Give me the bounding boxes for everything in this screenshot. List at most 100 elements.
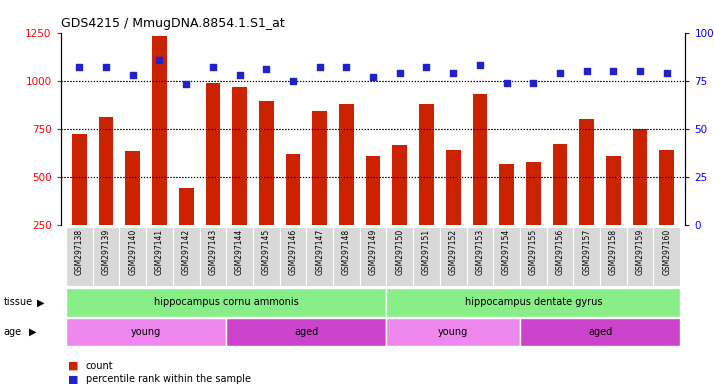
Point	[287, 78, 298, 84]
Text: GSM297152: GSM297152	[448, 229, 458, 275]
Text: young: young	[131, 327, 161, 337]
Text: GSM297147: GSM297147	[315, 229, 324, 275]
Text: hippocampus dentate gyrus: hippocampus dentate gyrus	[465, 297, 602, 308]
Bar	[633, 129, 648, 273]
Bar	[93, 227, 119, 286]
Text: GSM297138: GSM297138	[75, 229, 84, 275]
Bar	[660, 150, 674, 273]
Text: GSM297142: GSM297142	[181, 229, 191, 275]
Bar	[493, 227, 520, 286]
Text: GSM297160: GSM297160	[663, 229, 671, 275]
Bar	[419, 104, 434, 273]
Point	[634, 68, 645, 74]
Text: GSM297157: GSM297157	[582, 229, 591, 275]
Point	[421, 64, 432, 70]
Text: GSM297145: GSM297145	[262, 229, 271, 275]
Bar	[386, 227, 413, 286]
Text: ▶: ▶	[37, 297, 45, 308]
Text: GSM297153: GSM297153	[476, 229, 484, 275]
Text: GSM297146: GSM297146	[288, 229, 298, 275]
Text: percentile rank within the sample: percentile rank within the sample	[86, 374, 251, 384]
Bar	[600, 227, 627, 286]
Text: GSM297148: GSM297148	[342, 229, 351, 275]
Text: GSM297150: GSM297150	[396, 229, 404, 275]
Bar	[499, 164, 514, 273]
Text: GSM297154: GSM297154	[502, 229, 511, 275]
Text: ■: ■	[68, 361, 79, 371]
Bar	[606, 157, 620, 273]
Bar	[280, 227, 306, 286]
Text: young: young	[438, 327, 468, 337]
Text: count: count	[86, 361, 114, 371]
Bar	[66, 288, 386, 317]
Bar	[259, 101, 273, 273]
Bar	[66, 318, 226, 346]
Bar	[553, 144, 568, 273]
Bar	[226, 318, 386, 346]
Point	[341, 64, 352, 70]
Bar	[627, 227, 653, 286]
Bar	[306, 227, 333, 286]
Bar	[386, 318, 520, 346]
Text: GSM297139: GSM297139	[101, 229, 111, 275]
Bar	[339, 104, 353, 273]
Bar	[579, 119, 594, 273]
Bar	[573, 227, 600, 286]
Text: aged: aged	[294, 327, 318, 337]
Point	[474, 62, 486, 68]
Bar	[446, 150, 461, 273]
Point	[101, 64, 112, 70]
Bar	[520, 227, 547, 286]
Bar	[152, 36, 167, 273]
Text: aged: aged	[588, 327, 612, 337]
Bar	[312, 111, 327, 273]
Bar	[146, 227, 173, 286]
Text: GSM297155: GSM297155	[529, 229, 538, 275]
Point	[207, 64, 218, 70]
Point	[74, 64, 85, 70]
Text: GSM297140: GSM297140	[129, 229, 137, 275]
Bar	[333, 227, 360, 286]
Bar	[466, 227, 493, 286]
Bar	[173, 227, 199, 286]
Text: GSM297151: GSM297151	[422, 229, 431, 275]
Bar	[119, 227, 146, 286]
Text: GSM297143: GSM297143	[208, 229, 217, 275]
Bar	[520, 318, 680, 346]
Bar	[393, 145, 407, 273]
Point	[554, 70, 565, 76]
Point	[528, 79, 539, 86]
Text: GSM297149: GSM297149	[368, 229, 378, 275]
Point	[661, 70, 673, 76]
Text: age: age	[4, 327, 21, 337]
Bar	[526, 162, 540, 273]
Bar	[66, 227, 93, 286]
Bar	[99, 117, 114, 273]
Bar	[72, 134, 86, 273]
Point	[127, 72, 139, 78]
Text: GSM297141: GSM297141	[155, 229, 164, 275]
Text: GSM297144: GSM297144	[235, 229, 244, 275]
Bar	[126, 151, 140, 273]
Point	[394, 70, 406, 76]
Text: GSM297159: GSM297159	[635, 229, 645, 275]
Bar	[286, 154, 301, 273]
Text: GDS4215 / MmugDNA.8854.1.S1_at: GDS4215 / MmugDNA.8854.1.S1_at	[61, 17, 284, 30]
Bar	[653, 227, 680, 286]
Bar	[199, 227, 226, 286]
Bar	[253, 227, 280, 286]
Point	[367, 74, 378, 80]
Point	[581, 68, 593, 74]
Bar	[206, 83, 220, 273]
Text: tissue: tissue	[4, 297, 33, 308]
Text: ▶: ▶	[29, 327, 36, 337]
Point	[448, 70, 459, 76]
Bar	[226, 227, 253, 286]
Bar	[178, 188, 193, 273]
Text: GSM297156: GSM297156	[555, 229, 565, 275]
Bar	[413, 227, 440, 286]
Point	[154, 56, 165, 63]
Point	[501, 79, 512, 86]
Bar	[360, 227, 386, 286]
Point	[234, 72, 246, 78]
